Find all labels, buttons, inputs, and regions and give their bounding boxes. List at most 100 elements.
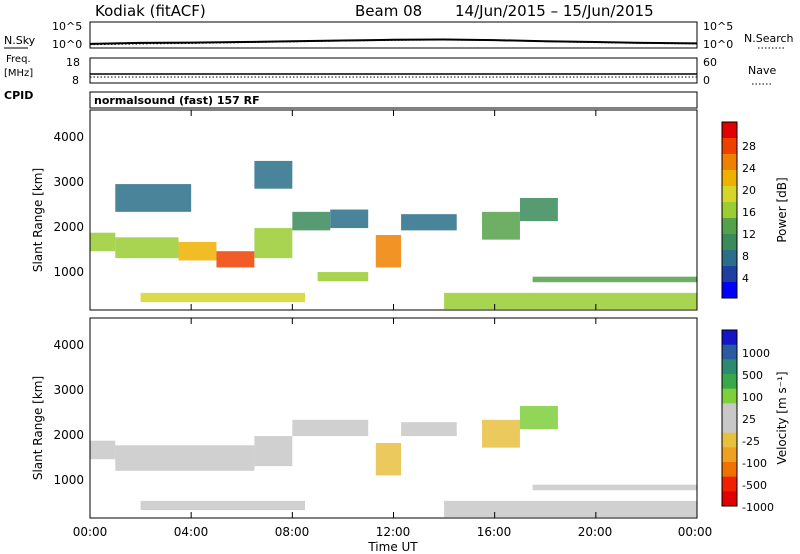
cpid-panel-frame	[89, 91, 698, 109]
colorbar-segment	[722, 359, 737, 375]
vel-cbar-tick-500: 500	[742, 369, 763, 382]
colorbar-segment	[722, 122, 737, 139]
colorbar-segment	[722, 202, 737, 219]
colorbar-segment	[722, 388, 737, 404]
power-ylabel: Slant Range [km]	[31, 168, 45, 272]
power-cbar-tick-16: 16	[742, 206, 756, 219]
noise-series	[89, 38, 698, 46]
heatmap-cell	[482, 419, 520, 448]
power-ytick-1000: 1000	[53, 265, 84, 279]
power-cbar-tick-28: 28	[742, 140, 756, 153]
vel-cbar-tick-1000: 1000	[742, 347, 770, 360]
colorbar-segment	[722, 170, 737, 187]
colorbar-segment	[722, 234, 737, 251]
heatmap-cell	[482, 211, 520, 240]
nave-tick-bottom: 0	[703, 74, 710, 87]
vel-ytick-1000: 1000	[53, 473, 84, 487]
velocity-colorbar-ticks: 1000 500 100 25 -25 -100 -500 -1000	[742, 347, 774, 514]
vel-cbar-tick-m100: -100	[742, 457, 767, 470]
vel-ytick-4000: 4000	[53, 338, 84, 352]
noise-tick-bottom: 10^0	[52, 38, 82, 51]
freq-tick-top: 18	[66, 56, 80, 69]
colorbar-segment	[722, 250, 737, 267]
heatmap-cell	[178, 241, 217, 261]
heatmap-cell	[444, 292, 697, 310]
colorbar-segment	[722, 186, 737, 203]
vel-cbar-tick-m1000: -1000	[742, 501, 774, 514]
vel-cbar-tick-25: 25	[742, 413, 756, 426]
velocity-heatmap	[90, 405, 697, 518]
heatmap-cell	[444, 500, 697, 518]
heatmap-cell	[401, 214, 457, 231]
heatmap-cell	[140, 292, 305, 303]
heatmap-cell	[317, 272, 369, 282]
site-title: Kodiak (fitACF)	[95, 2, 206, 20]
heatmap-cell	[330, 209, 369, 229]
heatmap-cell	[519, 405, 558, 430]
x-axis-ticks	[89, 110, 698, 518]
velocity-y-ticks: 4000 3000 2000 1000	[53, 338, 84, 487]
freq-left-label-2: [MHz]	[4, 68, 33, 79]
colorbar-segment	[722, 491, 737, 507]
heatmap-cell	[532, 484, 697, 491]
velocity-colorbar-frame	[721, 329, 738, 507]
beam-label: Beam 08	[355, 2, 422, 20]
heatmap-cell	[519, 197, 558, 222]
cpid-text: normalsound (fast) 157 RF	[94, 94, 260, 107]
noise-series-line	[89, 38, 698, 45]
heatmap-cell	[254, 228, 293, 259]
power-ytick-4000: 4000	[53, 130, 84, 144]
vel-ytick-2000: 2000	[53, 428, 84, 442]
noise-left-label: N.Sky	[4, 34, 36, 47]
colorbar-segment	[722, 447, 737, 463]
heatmap-cell	[216, 251, 255, 268]
xtick-0800: 08:00	[275, 525, 310, 539]
power-heatmap	[90, 160, 697, 310]
power-cbar-tick-12: 12	[742, 228, 756, 241]
colorbar-segment	[722, 344, 737, 360]
freq-tick-bottom: 8	[72, 74, 79, 87]
freq-left-label-1: Freq.	[6, 54, 31, 65]
heatmap-cell	[292, 419, 369, 437]
colorbar-segment	[722, 138, 737, 155]
colorbar-segment	[722, 403, 737, 419]
heatmap-cell	[292, 211, 331, 231]
power-colorbar-label: Power [dB]	[775, 177, 789, 242]
nave-tick-top: 60	[703, 56, 717, 69]
colorbar-segment	[722, 374, 737, 390]
xtick-1200: 12:00	[376, 525, 411, 539]
noise-right-tick-top: 10^5	[703, 20, 733, 33]
colorbar-segment	[722, 282, 737, 299]
freq-panel-frame	[89, 57, 698, 84]
heatmap-cell	[532, 276, 697, 283]
power-cbar-tick-8: 8	[742, 250, 749, 263]
colorbar-segment	[722, 476, 737, 492]
x-axis-label: Time UT	[367, 540, 418, 554]
xtick-2000: 20:00	[578, 525, 613, 539]
noise-right-tick-bottom: 10^0	[703, 38, 733, 51]
heatmap-cell	[90, 232, 116, 252]
vel-cbar-tick-m500: -500	[742, 479, 767, 492]
power-ytick-3000: 3000	[53, 175, 84, 189]
heatmap-cell	[90, 440, 116, 460]
noise-tick-top: 10^5	[52, 20, 82, 33]
xtick-1600: 16:00	[477, 525, 512, 539]
colorbar-segment	[722, 418, 737, 434]
heatmap-cell	[115, 445, 255, 471]
noise-panel-frame	[89, 21, 698, 49]
heatmap-cell	[254, 160, 293, 189]
velocity-ylabel: Slant Range [km]	[31, 376, 45, 480]
heatmap-cell	[115, 184, 192, 212]
heatmap-cell	[115, 237, 179, 259]
colorbar-segment	[722, 330, 737, 346]
heatmap-cell	[375, 443, 402, 476]
colorbar-segment	[722, 462, 737, 478]
xtick-0000: 00:00	[73, 525, 108, 539]
colorbar-segment	[722, 266, 737, 283]
power-cbar-tick-4: 4	[742, 272, 749, 285]
power-ytick-2000: 2000	[53, 220, 84, 234]
noise-right-label: N.Search	[744, 32, 794, 45]
nave-label: Nave	[748, 64, 776, 77]
power-cbar-tick-20: 20	[742, 184, 756, 197]
